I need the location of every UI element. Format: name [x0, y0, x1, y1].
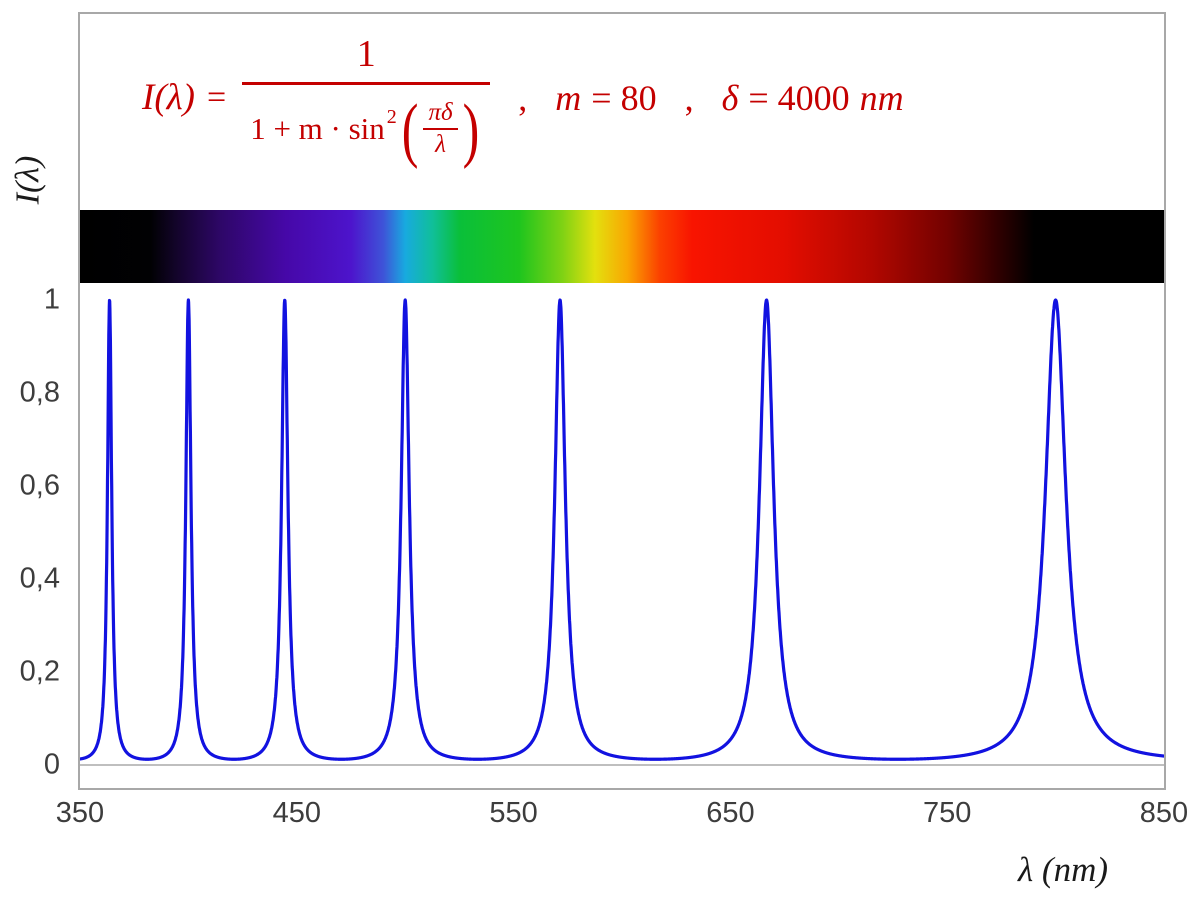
y-tick-label: 0,4 — [19, 562, 60, 595]
param-delta-unit: nm — [859, 77, 904, 118]
x-tick-label: 550 — [489, 797, 538, 829]
close-paren: ) — [462, 88, 480, 170]
x-tick-label: 450 — [272, 797, 321, 829]
x-tick-label: 850 — [1139, 797, 1189, 829]
y-axis-title-text: I(λ) — [9, 155, 47, 205]
plot-area — [80, 298, 1164, 766]
parameter-m: m = 80 — [555, 77, 656, 119]
x-tick-label: 350 — [55, 797, 105, 829]
x-tick-label: 750 — [922, 797, 972, 829]
open-paren: ( — [401, 88, 419, 170]
chart-border — [78, 12, 1166, 790]
formula-fraction: 1 1 + m · sin 2 ( πδ λ ) — [242, 24, 491, 171]
inner-fraction-denominator: λ — [435, 131, 446, 158]
y-tick-label: 0,8 — [19, 376, 60, 409]
fraction-bar — [242, 82, 491, 85]
param-delta-symbol: δ — [721, 77, 739, 118]
separator-comma: , — [518, 77, 528, 118]
separator-comma: , — [684, 77, 694, 118]
y-tick-label: 0,6 — [19, 469, 60, 502]
y-axis-title: I(λ) — [4, 136, 52, 224]
x-tick-label: 650 — [706, 797, 755, 829]
x-axis-title-text: λ (nm) — [1018, 850, 1108, 889]
fraction-denominator: 1 + m · sin 2 ( πδ λ ) — [242, 85, 490, 171]
parameter-delta: δ = 4000 nm — [722, 77, 904, 119]
visible-spectrum-bar — [80, 210, 1164, 283]
param-m-symbol: m — [555, 77, 582, 118]
formula-title: I(λ) = 1 1 + m · sin 2 ( πδ λ ) , m = 80 … — [142, 24, 904, 171]
y-tick-label: 0 — [43, 748, 60, 781]
inner-fraction-bar — [423, 128, 458, 130]
inner-fraction: πδ λ — [423, 99, 458, 159]
intensity-curve — [80, 298, 1164, 761]
fraction-numerator: 1 — [356, 33, 376, 75]
denominator-text: 1 + m · sin — [250, 111, 385, 146]
param-m-value: = 80 — [591, 77, 657, 118]
y-tick-label: 1 — [43, 283, 60, 316]
inner-fraction-numerator: πδ — [428, 99, 453, 126]
formula-lhs: I(λ) — [142, 77, 195, 118]
formula-equals-sign: = — [207, 78, 227, 116]
y-tick-label: 0,2 — [19, 655, 60, 688]
x-axis-title: λ (nm) — [1018, 850, 1108, 890]
param-delta-value: = 4000 — [748, 77, 850, 118]
sin-exponent: 2 — [386, 105, 397, 128]
